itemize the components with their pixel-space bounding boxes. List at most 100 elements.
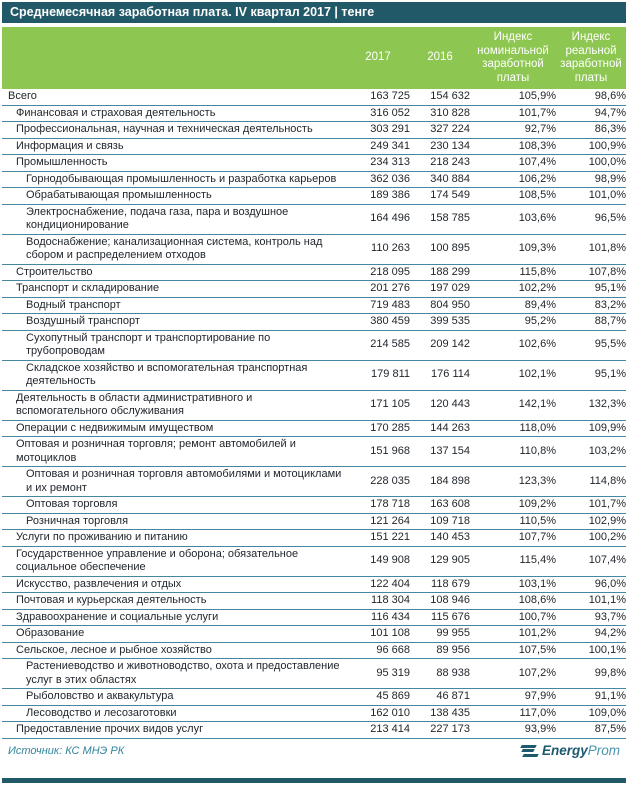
cell-salary-2017: 122 404 (346, 576, 410, 593)
cell-industry-label: Горнодобывающая промышленность и разрабо… (2, 171, 346, 188)
cell-salary-2017: 303 291 (346, 121, 410, 139)
cell-real-index: 88,7% (556, 313, 626, 331)
cell-salary-2016: 174 549 (410, 187, 470, 205)
cell-industry-label: Образование (2, 625, 346, 643)
cell-nominal-index: 123,3% (470, 466, 556, 497)
cell-nominal-index: 115,8% (470, 264, 556, 281)
cell-salary-2016: 120 443 (410, 390, 470, 421)
cell-real-index: 95,5% (556, 330, 626, 361)
cell-nominal-index: 102,2% (470, 280, 556, 298)
cell-industry-label: Финансовая и страховая деятельность (2, 105, 346, 122)
table-row: Складское хозяйство и вспомогательная тр… (2, 360, 626, 391)
cell-real-index: 95,1% (556, 360, 626, 391)
cell-salary-2017: 213 414 (346, 721, 410, 739)
cell-nominal-index: 115,4% (470, 546, 556, 577)
source-note: Источник: КС МНЭ РК (8, 744, 125, 757)
cell-salary-2017: 96 668 (346, 642, 410, 659)
cell-salary-2017: 164 496 (346, 204, 410, 235)
cell-nominal-index: 95,2% (470, 313, 556, 331)
cell-real-index: 100,0% (556, 154, 626, 172)
cell-real-index: 101,8% (556, 234, 626, 265)
cell-salary-2017: 719 483 (346, 297, 410, 314)
cell-industry-label: Деятельность в области административного… (2, 390, 346, 421)
cell-salary-2016: 176 114 (410, 360, 470, 391)
cell-salary-2016: 140 453 (410, 529, 470, 547)
cell-salary-2016: 340 884 (410, 171, 470, 188)
cell-nominal-index: 142,1% (470, 390, 556, 421)
cell-real-index: 98,6% (556, 89, 626, 106)
column-header-2017: 2017 (365, 51, 391, 64)
cell-salary-2016: 209 142 (410, 330, 470, 361)
table-row: Промышленность 234 313 218 243 107,4% 10… (2, 154, 626, 172)
table-row: Оптовая и розничная торговля; ремонт авт… (2, 436, 626, 467)
cell-salary-2017: 228 035 (346, 466, 410, 497)
table-row: Государственное управление и оборона; об… (2, 546, 626, 577)
table-row: Водный транспорт 719 483 804 950 89,4% 8… (2, 297, 626, 314)
cell-nominal-index: 105,9% (470, 89, 556, 106)
cell-real-index: 94,7% (556, 105, 626, 122)
energyprom-e-icon (520, 743, 539, 758)
column-header-2016: 2016 (427, 51, 453, 64)
table-row: Предоставление прочих видов услуг 213 41… (2, 721, 626, 739)
cell-real-index: 96,0% (556, 576, 626, 593)
cell-salary-2017: 149 908 (346, 546, 410, 577)
cell-salary-2016: 154 632 (410, 89, 470, 106)
cell-salary-2016: 88 938 (410, 658, 470, 689)
cell-salary-2017: 45 869 (346, 688, 410, 706)
cell-nominal-index: 102,6% (470, 330, 556, 361)
cell-real-index: 109,0% (556, 705, 626, 722)
cell-nominal-index: 89,4% (470, 297, 556, 314)
cell-nominal-index: 108,3% (470, 138, 556, 155)
logo-text-prom: Prom (587, 743, 620, 758)
table-row: Оптовая и розничная торговля автомобилям… (2, 466, 626, 497)
salary-table: Всего 163 725 154 632 105,9% 98,6% Финан… (2, 89, 626, 739)
logo-text: EnergyProm (542, 743, 620, 758)
cell-salary-2016: 109 718 (410, 513, 470, 530)
cell-industry-label: Операции с недвижимым имуществом (2, 420, 346, 437)
cell-industry-label: Здравоохранение и социальные услуги (2, 609, 346, 626)
table-row: Рыболовство и аквакультура 45 869 46 871… (2, 688, 626, 706)
column-header-nominal-index: Индекс номинальной заработной платы (477, 31, 549, 84)
cell-real-index: 95,1% (556, 280, 626, 298)
cell-industry-label: Услуги по проживанию и питанию (2, 529, 346, 547)
cell-salary-2016: 89 956 (410, 642, 470, 659)
cell-real-index: 91,1% (556, 688, 626, 706)
cell-industry-label: Электроснабжение, подача газа, пара и во… (2, 204, 346, 235)
cell-real-index: 87,5% (556, 721, 626, 739)
cell-nominal-index: 93,9% (470, 721, 556, 739)
cell-nominal-index: 107,5% (470, 642, 556, 659)
cell-industry-label: Транспорт и складирование (2, 280, 346, 298)
cell-salary-2017: 95 319 (346, 658, 410, 689)
cell-salary-2016: 115 676 (410, 609, 470, 626)
cell-real-index: 132,3% (556, 390, 626, 421)
cell-salary-2016: 129 905 (410, 546, 470, 577)
cell-industry-label: Сельское, лесное и рыбное хозяйство (2, 642, 346, 659)
cell-nominal-index: 97,9% (470, 688, 556, 706)
table-row: Сельское, лесное и рыбное хозяйство 96 6… (2, 642, 626, 659)
cell-nominal-index: 108,6% (470, 592, 556, 610)
table-row: Обрабатывающая промышленность 189 386 17… (2, 187, 626, 205)
table-row: Искусство, развлечения и отдых 122 404 1… (2, 576, 626, 593)
cell-salary-2016: 163 608 (410, 496, 470, 514)
cell-real-index: 99,8% (556, 658, 626, 689)
cell-salary-2017: 362 036 (346, 171, 410, 188)
cell-salary-2017: 249 341 (346, 138, 410, 155)
cell-salary-2016: 230 134 (410, 138, 470, 155)
cell-industry-label: Оптовая и розничная торговля автомобилям… (2, 466, 346, 497)
cell-real-index: 107,8% (556, 264, 626, 281)
logo-text-energy: Energy (541, 743, 588, 758)
cell-industry-label: Розничная торговля (2, 513, 346, 530)
table-row: Лесоводство и лесозаготовки 162 010 138 … (2, 705, 626, 722)
cell-industry-label: Сухопутный транспорт и транспортирование… (2, 330, 346, 361)
cell-industry-label: Рыболовство и аквакультура (2, 688, 346, 706)
cell-nominal-index: 109,3% (470, 234, 556, 265)
table-row: Сухопутный транспорт и транспортирование… (2, 330, 626, 361)
cell-nominal-index: 107,2% (470, 658, 556, 689)
cell-nominal-index: 117,0% (470, 705, 556, 722)
cell-nominal-index: 110,5% (470, 513, 556, 530)
cell-industry-label: Профессиональная, научная и техническая … (2, 121, 346, 139)
cell-industry-label: Строительство (2, 264, 346, 281)
cell-real-index: 100,2% (556, 529, 626, 547)
cell-salary-2017: 118 304 (346, 592, 410, 610)
table-row: Всего 163 725 154 632 105,9% 98,6% (2, 89, 626, 106)
